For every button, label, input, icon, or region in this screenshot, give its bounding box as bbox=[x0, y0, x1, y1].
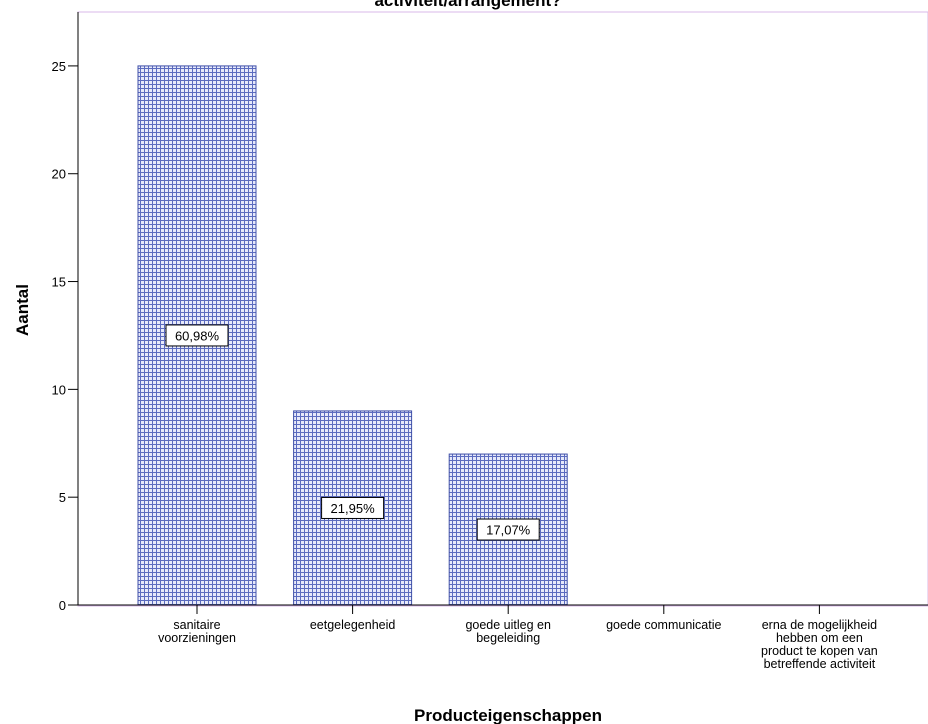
data-label: 21,95% bbox=[331, 501, 376, 516]
x-tick-label: eetgelegenheid bbox=[310, 618, 396, 632]
x-tick-label: goede uitleg en begeleiding bbox=[465, 618, 551, 645]
bars-layer: 60,98% 21,95% 17,07% bbox=[137, 65, 568, 606]
y-tick-label: 25 bbox=[52, 59, 66, 74]
x-axis: sanitaire voorzieningen eetgelegenheid goed… bbox=[78, 604, 928, 671]
y-tick-label: 10 bbox=[52, 382, 66, 397]
data-label-box bbox=[476, 518, 540, 541]
y-axis-title: Aantal bbox=[13, 284, 32, 336]
y-axis: 0 5 10 15 20 25 bbox=[52, 12, 79, 613]
y-tick-label: 5 bbox=[59, 490, 66, 505]
data-label-box bbox=[321, 496, 385, 519]
data-label-box bbox=[165, 324, 229, 347]
y-tick-label: 0 bbox=[59, 598, 66, 613]
data-label: 60,98% bbox=[175, 328, 220, 343]
chart-title: activiteit/arrangement? bbox=[374, 0, 561, 10]
data-label: 17,07% bbox=[486, 523, 531, 538]
x-tick-label: goede communicatie bbox=[606, 618, 721, 632]
x-tick-label: erna de mogelijkheid hebben om een product… bbox=[761, 618, 878, 671]
y-tick-label: 20 bbox=[52, 167, 66, 182]
y-tick-label: 15 bbox=[52, 275, 66, 290]
x-axis-title: Producteigenschappen bbox=[414, 706, 602, 724]
x-tick-label: sanitaire voorzieningen bbox=[158, 618, 236, 645]
